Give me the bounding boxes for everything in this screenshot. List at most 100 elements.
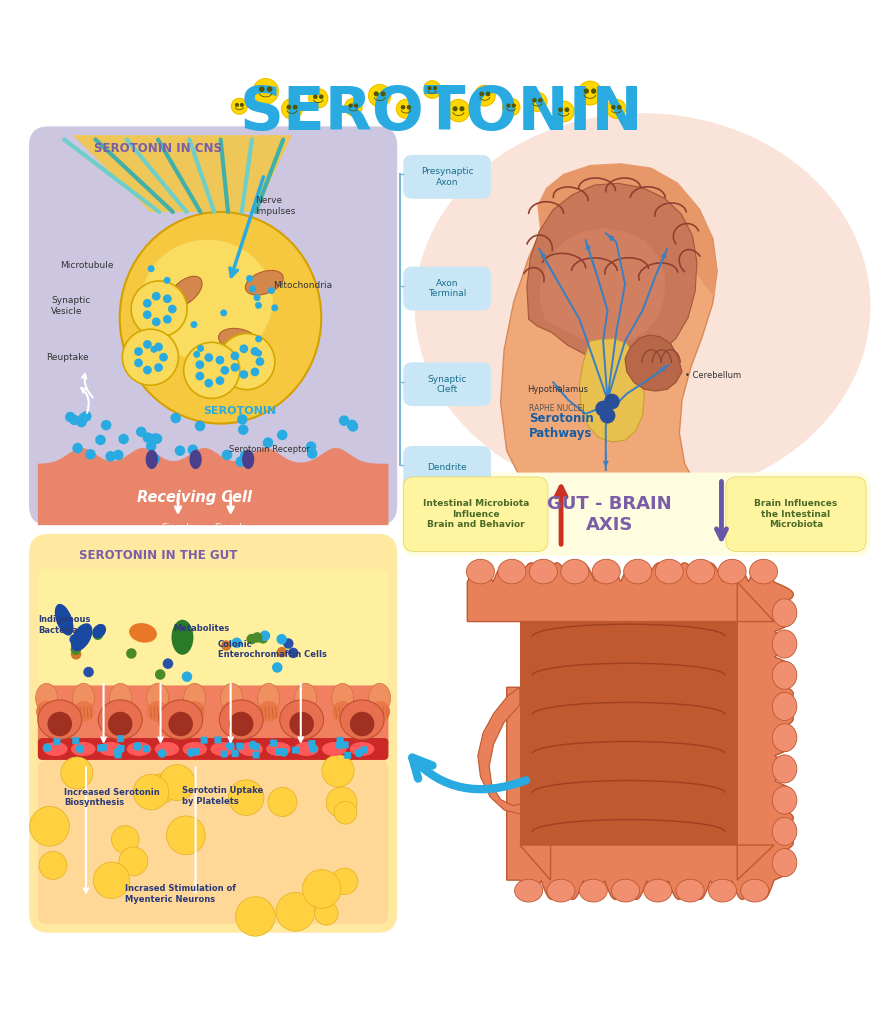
Ellipse shape — [340, 700, 384, 739]
Circle shape — [407, 105, 410, 109]
Polygon shape — [38, 449, 388, 525]
Ellipse shape — [773, 692, 796, 721]
Circle shape — [36, 701, 57, 722]
Ellipse shape — [655, 559, 684, 584]
Circle shape — [276, 634, 287, 644]
Ellipse shape — [72, 683, 94, 713]
Circle shape — [167, 816, 206, 855]
Circle shape — [503, 98, 519, 116]
Ellipse shape — [773, 849, 796, 877]
Circle shape — [303, 869, 341, 908]
Ellipse shape — [561, 559, 589, 584]
Ellipse shape — [773, 662, 796, 689]
Circle shape — [246, 275, 253, 282]
Circle shape — [118, 434, 129, 444]
Circle shape — [294, 105, 297, 109]
Circle shape — [612, 105, 615, 109]
FancyBboxPatch shape — [292, 746, 299, 754]
Circle shape — [133, 774, 168, 810]
FancyBboxPatch shape — [403, 446, 491, 489]
Circle shape — [83, 667, 93, 677]
Circle shape — [306, 441, 317, 452]
Circle shape — [370, 701, 390, 722]
Circle shape — [221, 450, 232, 460]
FancyBboxPatch shape — [337, 739, 344, 746]
Text: Indigenous
Bacteria: Indigenous Bacteria — [38, 615, 90, 635]
Circle shape — [196, 372, 205, 381]
Circle shape — [76, 744, 85, 754]
Circle shape — [249, 740, 258, 750]
Ellipse shape — [773, 599, 796, 627]
Ellipse shape — [332, 683, 354, 713]
Circle shape — [369, 85, 391, 106]
Polygon shape — [625, 335, 682, 391]
Circle shape — [350, 712, 374, 736]
FancyBboxPatch shape — [115, 752, 122, 759]
Circle shape — [119, 847, 148, 876]
Circle shape — [61, 757, 93, 790]
Ellipse shape — [146, 683, 168, 713]
Ellipse shape — [497, 559, 526, 584]
Circle shape — [65, 412, 76, 422]
Ellipse shape — [369, 683, 391, 713]
Circle shape — [205, 379, 213, 387]
Circle shape — [162, 658, 173, 669]
FancyBboxPatch shape — [401, 472, 871, 556]
FancyBboxPatch shape — [38, 760, 388, 924]
Circle shape — [221, 640, 231, 651]
Circle shape — [486, 92, 490, 95]
Text: SEROTONIN IN THE GUT: SEROTONIN IN THE GUT — [78, 549, 237, 562]
Circle shape — [250, 347, 259, 355]
Text: Mitochondria: Mitochondria — [273, 282, 333, 291]
Circle shape — [164, 276, 170, 284]
Circle shape — [258, 701, 279, 722]
Circle shape — [401, 105, 405, 109]
Ellipse shape — [773, 786, 796, 814]
Circle shape — [221, 701, 243, 722]
Circle shape — [241, 452, 251, 462]
Circle shape — [220, 366, 229, 375]
Ellipse shape — [718, 559, 746, 584]
Polygon shape — [73, 135, 292, 212]
Circle shape — [215, 376, 224, 385]
Circle shape — [182, 672, 192, 682]
Circle shape — [295, 701, 316, 722]
Text: SEROTONIN IN CNS: SEROTONIN IN CNS — [93, 141, 222, 155]
Circle shape — [108, 712, 132, 736]
Circle shape — [81, 411, 92, 422]
Circle shape — [188, 444, 198, 455]
Circle shape — [111, 825, 139, 853]
Ellipse shape — [708, 880, 736, 902]
Circle shape — [272, 663, 282, 673]
Ellipse shape — [415, 114, 871, 499]
Ellipse shape — [773, 724, 796, 752]
Circle shape — [39, 852, 67, 880]
Ellipse shape — [238, 742, 263, 756]
FancyBboxPatch shape — [214, 736, 221, 743]
FancyBboxPatch shape — [29, 126, 397, 525]
Text: Increased Serotonin
Biosynthesis: Increased Serotonin Biosynthesis — [64, 788, 160, 807]
Text: GUT - BRAIN
AXIS: GUT - BRAIN AXIS — [547, 495, 671, 534]
Circle shape — [154, 364, 163, 372]
Circle shape — [288, 647, 298, 658]
FancyBboxPatch shape — [97, 744, 104, 752]
Ellipse shape — [154, 742, 179, 756]
Circle shape — [579, 81, 602, 104]
Circle shape — [307, 449, 318, 459]
Circle shape — [86, 450, 96, 460]
Text: Synaptic
Vesicle: Synaptic Vesicle — [51, 296, 90, 315]
Ellipse shape — [220, 700, 263, 739]
Circle shape — [553, 101, 574, 122]
Circle shape — [143, 340, 152, 349]
Circle shape — [237, 414, 248, 425]
Circle shape — [533, 98, 536, 101]
Circle shape — [230, 362, 239, 372]
FancyBboxPatch shape — [38, 569, 388, 685]
Circle shape — [219, 334, 275, 390]
Circle shape — [250, 368, 259, 376]
Circle shape — [30, 807, 70, 846]
Circle shape — [205, 353, 213, 361]
Ellipse shape — [514, 880, 542, 902]
Polygon shape — [539, 228, 665, 344]
Text: Intestinal Microbiota
Influence
Brain and Behavior: Intestinal Microbiota Influence Brain an… — [422, 500, 529, 529]
